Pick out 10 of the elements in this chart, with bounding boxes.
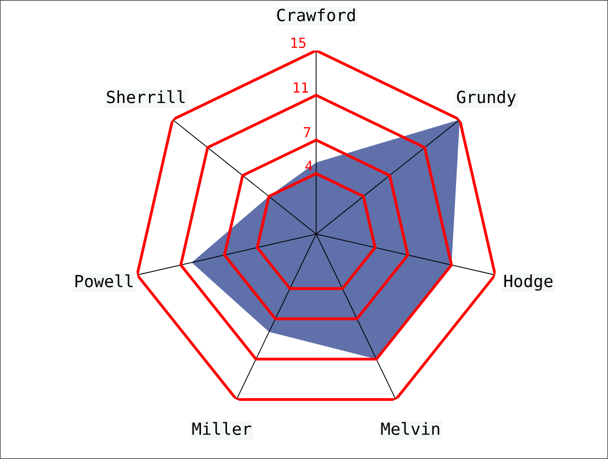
y-tick-label: 7 xyxy=(304,127,310,138)
spoke-label: Crawford xyxy=(277,8,355,22)
spoke-label: Sherrill xyxy=(107,90,185,104)
spoke-label: Miller xyxy=(192,422,252,436)
spoke-label: Powell xyxy=(75,274,132,288)
spoke-label: Hodge xyxy=(504,274,552,291)
y-tick-label: 11 xyxy=(294,82,308,93)
y-tick-label: 15 xyxy=(291,38,306,48)
spoke-label: Melvin xyxy=(381,422,440,436)
spoke-label: Grundy xyxy=(457,90,516,107)
